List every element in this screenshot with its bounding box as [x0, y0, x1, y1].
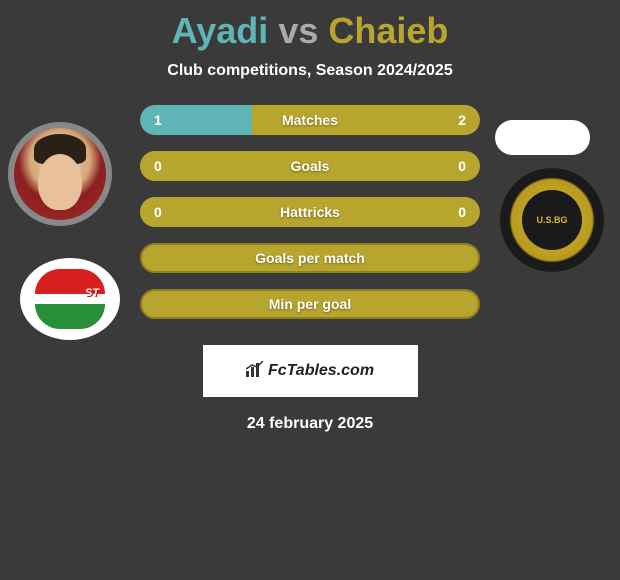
team1-badge: ST — [20, 258, 120, 340]
stat-label: Min per goal — [269, 296, 351, 312]
player2-placeholder — [495, 120, 590, 155]
date-text: 24 february 2025 — [247, 415, 373, 433]
vs-text: vs — [278, 10, 318, 51]
brand-box: FcTables.com — [203, 345, 418, 397]
stat-label: Goals — [291, 158, 330, 174]
team1-badge-text: ST — [85, 287, 99, 299]
stat-row-hattricks: 0 0 Hattricks — [140, 197, 480, 227]
team1-badge-bot — [35, 304, 105, 329]
stat-row-goals-per-match: Goals per match — [140, 243, 480, 273]
stat-row-matches: 1 2 Matches — [140, 105, 480, 135]
player1-face — [38, 154, 82, 210]
stat-value-left: 0 — [154, 158, 162, 174]
player2-name: Chaieb — [328, 10, 448, 51]
chart-icon — [246, 361, 264, 382]
brand-text: FcTables.com — [268, 362, 374, 380]
stat-label: Matches — [282, 112, 338, 128]
stat-value-left: 1 — [154, 112, 162, 128]
stat-row-min-per-goal: Min per goal — [140, 289, 480, 319]
subtitle: Club competitions, Season 2024/2025 — [167, 62, 452, 80]
team1-badge-inner: ST — [35, 269, 105, 329]
team2-badge: U.S.BG — [500, 168, 604, 272]
stat-row-goals: 0 0 Goals — [140, 151, 480, 181]
player1-name: Ayadi — [172, 10, 269, 51]
stat-label: Goals per match — [255, 250, 365, 266]
stat-value-right: 0 — [458, 204, 466, 220]
stat-label: Hattricks — [280, 204, 340, 220]
team2-badge-text: U.S.BG — [536, 215, 567, 225]
team2-badge-inner: U.S.BG — [522, 190, 582, 250]
stat-value-right: 2 — [458, 112, 466, 128]
player1-avatar — [8, 122, 112, 226]
stat-value-right: 0 — [458, 158, 466, 174]
comparison-title: Ayadi vs Chaieb — [172, 10, 449, 52]
stat-value-left: 0 — [154, 204, 162, 220]
